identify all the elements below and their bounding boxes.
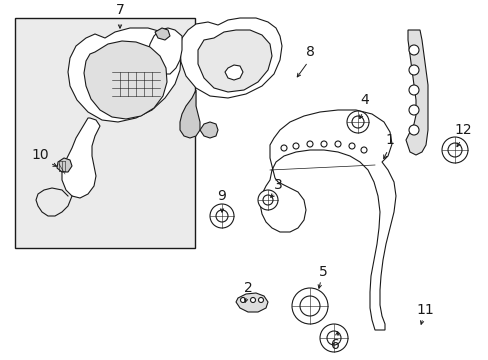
Circle shape <box>281 145 286 151</box>
Circle shape <box>408 125 418 135</box>
Text: 3: 3 <box>273 178 282 192</box>
Circle shape <box>346 111 368 133</box>
Circle shape <box>320 141 326 147</box>
Polygon shape <box>84 41 167 119</box>
Text: 6: 6 <box>330 338 339 352</box>
Circle shape <box>334 141 340 147</box>
Text: 9: 9 <box>217 189 226 203</box>
Circle shape <box>291 288 327 324</box>
Polygon shape <box>155 28 170 40</box>
Circle shape <box>240 297 245 302</box>
Circle shape <box>408 45 418 55</box>
Polygon shape <box>224 65 243 80</box>
Polygon shape <box>236 293 267 312</box>
Text: 12: 12 <box>453 123 471 137</box>
Circle shape <box>292 143 298 149</box>
Circle shape <box>258 190 278 210</box>
Circle shape <box>408 65 418 75</box>
Circle shape <box>250 297 255 302</box>
Text: 10: 10 <box>31 148 49 162</box>
Circle shape <box>306 141 312 147</box>
Polygon shape <box>62 118 100 198</box>
Polygon shape <box>148 28 182 74</box>
Circle shape <box>258 297 263 302</box>
Text: 2: 2 <box>243 281 252 295</box>
Polygon shape <box>57 158 72 172</box>
Polygon shape <box>180 90 200 138</box>
Polygon shape <box>200 122 218 138</box>
Polygon shape <box>260 110 395 330</box>
Circle shape <box>408 85 418 95</box>
Text: 8: 8 <box>305 45 314 59</box>
Text: 5: 5 <box>318 265 326 279</box>
Bar <box>15 18 195 248</box>
Polygon shape <box>180 18 282 98</box>
Circle shape <box>360 147 366 153</box>
Circle shape <box>408 105 418 115</box>
Circle shape <box>319 324 347 352</box>
Circle shape <box>209 204 234 228</box>
Circle shape <box>441 137 467 163</box>
Text: 4: 4 <box>360 93 368 107</box>
Polygon shape <box>68 28 181 122</box>
Text: 1: 1 <box>385 133 394 147</box>
Text: 11: 11 <box>415 303 433 317</box>
Circle shape <box>348 143 354 149</box>
Polygon shape <box>405 30 427 155</box>
Polygon shape <box>198 30 271 92</box>
Text: 7: 7 <box>115 3 124 17</box>
